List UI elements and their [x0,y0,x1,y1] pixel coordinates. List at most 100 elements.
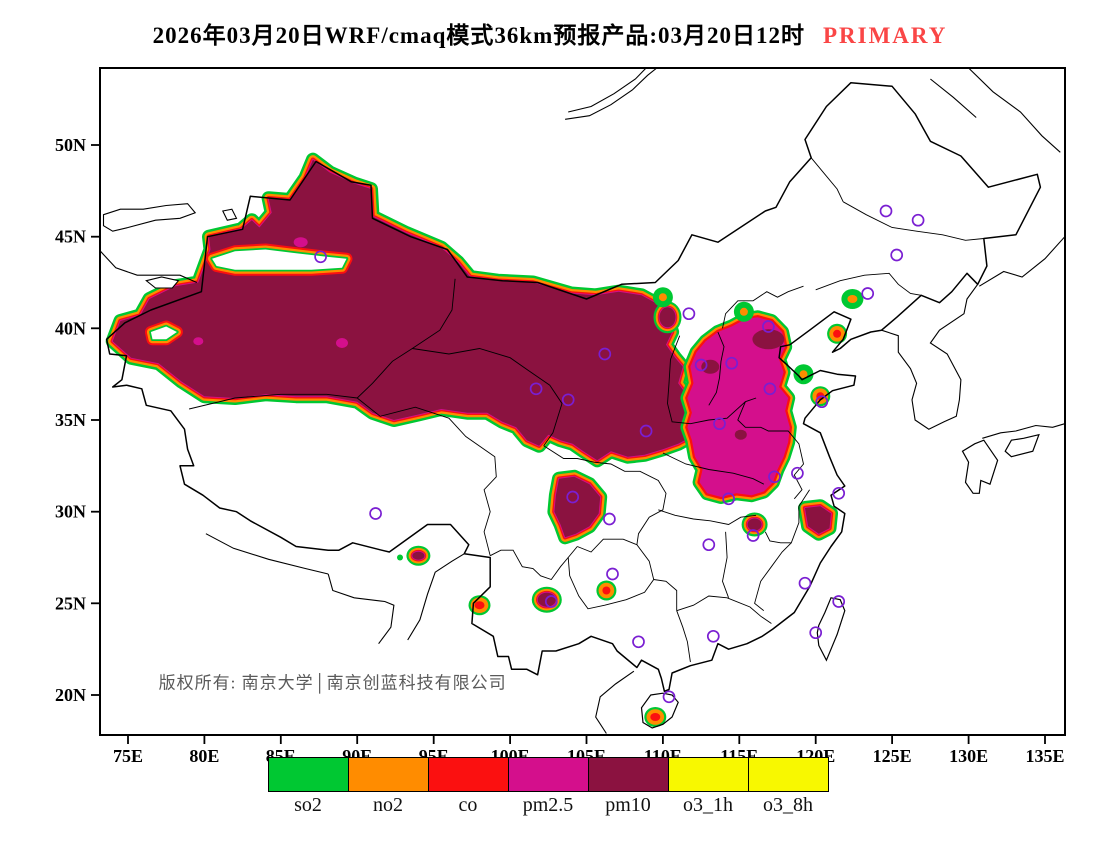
lon-tick-label: 135E [1025,746,1064,766]
pollution-spot-pm2.5 [336,338,348,348]
pollution-spot-pm2.5 [293,237,308,248]
province-boundary-line [658,509,757,525]
pollution-spot-co [650,713,661,721]
pollution-spot-pm2.5 [193,337,204,346]
tianshan-clean-band [212,249,347,270]
station-marker [762,320,775,333]
pollution-spot-pm10 [659,307,676,328]
legend-label-no2: no2 [373,794,403,816]
legend-label-pm10: pm10 [605,794,651,816]
legend-swatch-so2 [268,757,349,792]
province-boundary-line [754,542,792,612]
neighbor-boundary-line [881,283,979,430]
legend-swatch-no2 [348,757,429,792]
legend-label-co: co [458,794,478,816]
pollution-spot-no2 [847,295,858,303]
legend-item-so2: so2 [268,757,349,817]
pollution-region-sichuan-basin-pm10 [554,476,601,538]
china-outline [105,81,1042,693]
pollution-spot-so2 [397,554,403,561]
station-marker [722,492,735,506]
neighbor-boundary-line [979,236,1065,287]
legend-item-co: co [428,757,509,817]
watermark-text: 版权所有: 南京大学│南京创蓝科技有限公司 [159,673,507,695]
province-boundary-line [543,445,667,545]
legend-swatch-o3_1h [668,757,749,792]
province-boundary-line [356,397,497,556]
legend-item-o3_8h: o3_8h [748,757,829,817]
legend-label-o3_8h: o3_8h [763,794,813,816]
lake-outline [221,208,238,221]
province-boundary-line [676,595,772,624]
legend-item-pm10: pm10 [588,757,669,817]
lat-tick-label: 25N [55,593,86,613]
pollution-spot-co [602,586,611,595]
pollution-spot-pm10 [747,518,762,531]
legend-label-so2: so2 [294,794,322,816]
station-marker [598,347,612,361]
province-boundary-line [737,401,804,500]
station-marker [694,358,708,372]
province-boundary-line [676,610,691,663]
pollution-spot-pm10 [701,359,720,374]
lat-tick-label: 20N [55,685,86,705]
station-marker [639,424,653,438]
island-coastline [816,597,846,662]
neighbor-boundary-line [327,573,395,645]
pollution-spot-pm10 [412,551,425,560]
station-marker [832,486,846,500]
province-boundary-line [489,549,569,581]
station-marker [529,382,543,396]
pollution-spot-no2 [739,307,748,316]
legend-label-pm2.5: pm2.5 [522,794,574,816]
lat-tick-label: 50N [55,135,86,155]
island-coastline [961,439,999,494]
province-boundary-line [764,489,810,544]
lat-tick-label: 45N [55,227,86,247]
station-marker [603,512,616,526]
station-marker [706,629,720,643]
province-boundary-line [653,579,678,611]
lon-tick-label: 75E [113,746,143,766]
station-marker [861,287,875,300]
station-marker [911,213,925,227]
neighbor-boundary-line [568,68,647,113]
province-boundary-line [412,348,563,446]
province-boundary-line [810,157,844,202]
province-boundary-line [662,452,765,485]
province-boundary-line [722,531,730,598]
page-title: 2026年03月20日WRF/cmaq模式36km预报产品:03月20日12时 P… [0,16,1100,50]
pollution-spot-no2 [658,293,667,302]
station-marker [879,204,893,218]
title-pollutant-mode: PRIMARY [822,23,948,48]
station-marker [662,690,676,704]
station-marker [682,307,696,321]
pollution-spot-co [474,601,485,610]
province-boundary-line [708,331,725,406]
station-marker [561,393,575,407]
neighbor-boundary-line [407,553,465,641]
lon-tick-label: 125E [873,746,912,766]
map-layers: 版权所有: 南京大学│南京创蓝科技有限公司 [100,68,1065,734]
province-boundary-line [842,201,984,241]
island-coastline [640,692,679,729]
neighbor-boundary-line [595,670,635,734]
pollution-region-zhejiang-pm10 [805,506,831,534]
lake-outline [102,203,197,232]
neighbor-boundary-line [968,68,1061,153]
kashgar-clean-hole [150,326,177,340]
station-marker [702,538,716,552]
lon-tick-label: 130E [949,746,988,766]
province-boundary-line [567,538,655,610]
province-boundary-line [188,278,456,410]
legend-swatch-pm10 [588,757,669,792]
legend-colorbar: so2 no2 co pm2.5 pm10 o3_1h o3_8h [268,757,829,817]
province-boundary-line [667,335,757,425]
station-marker [815,395,829,409]
station-marker [369,507,382,520]
station-marker [713,417,726,431]
pollution-spot-pm10 [734,429,747,440]
lat-tick-label: 30N [55,502,86,522]
